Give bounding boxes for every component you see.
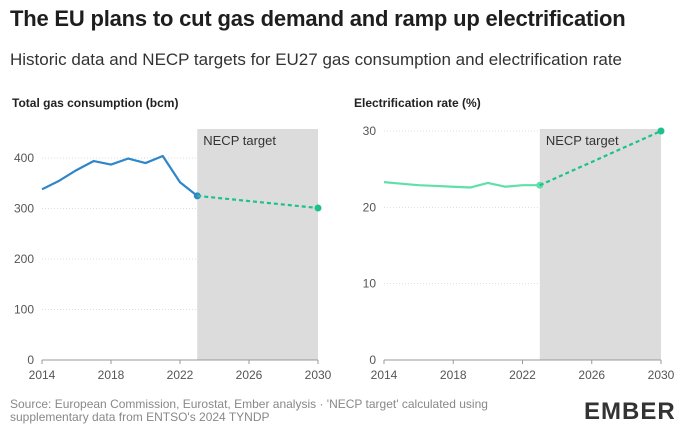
elec-target-end-point: [657, 127, 665, 135]
elec-necp-band: [539, 129, 661, 360]
page-subtitle: Historic data and NECP targets for EU27 …: [10, 50, 622, 69]
gas-target-end-point: [314, 204, 322, 212]
elec-x-tick-label: 2018: [440, 368, 467, 382]
elec-x-tick-label: 2022: [509, 368, 536, 382]
gas-x-tick-label: 2022: [167, 368, 194, 382]
gas-x-tick-label: 2026: [236, 368, 263, 382]
elec-y-tick-label: 10: [363, 277, 377, 291]
elec-y-tick-label: 30: [363, 124, 377, 138]
gas-y-tick-label: 0: [27, 353, 34, 367]
elec-x-tick-label: 2030: [648, 368, 675, 382]
gas-x-tick-label: 2014: [29, 368, 56, 382]
elec-target-line: [539, 129, 662, 187]
gas-necp-band: [197, 129, 318, 360]
source-footer: Source: European Commission, Eurostat, E…: [10, 398, 570, 424]
gas-y-tick-label: 400: [14, 151, 34, 165]
gas-target-line: [197, 194, 319, 210]
gas-chart-title: Total gas consumption (bcm): [12, 96, 179, 110]
gas-necp-band-label: NECP target: [203, 133, 276, 148]
elec-x-tick-label: 2026: [578, 368, 605, 382]
elec-x-tick-label: 2014: [371, 368, 398, 382]
elec-y-tick-label: 0: [369, 353, 376, 367]
gas-x-tick-label: 2030: [305, 368, 332, 382]
elec-y-tick-label: 20: [363, 200, 377, 214]
page-title: The EU plans to cut gas demand and ramp …: [10, 6, 626, 31]
elec-necp-band-label: NECP target: [546, 133, 619, 148]
gas-x-tick-label: 2018: [98, 368, 125, 382]
gas-y-tick-label: 200: [14, 252, 34, 266]
elec-historic-line: [383, 181, 540, 189]
gas-y-tick-label: 300: [14, 202, 34, 216]
gas-y-tick-label: 100: [14, 303, 34, 317]
gas-historic-line: [41, 154, 198, 197]
electrification-chart-title: Electrification rate (%): [354, 96, 481, 110]
source-line-2: supplementary data from ENTSO's 2024 TYN…: [10, 410, 270, 424]
ember-logo: EMBER: [584, 398, 676, 425]
source-line-1: Source: European Commission, Eurostat, E…: [10, 397, 488, 411]
